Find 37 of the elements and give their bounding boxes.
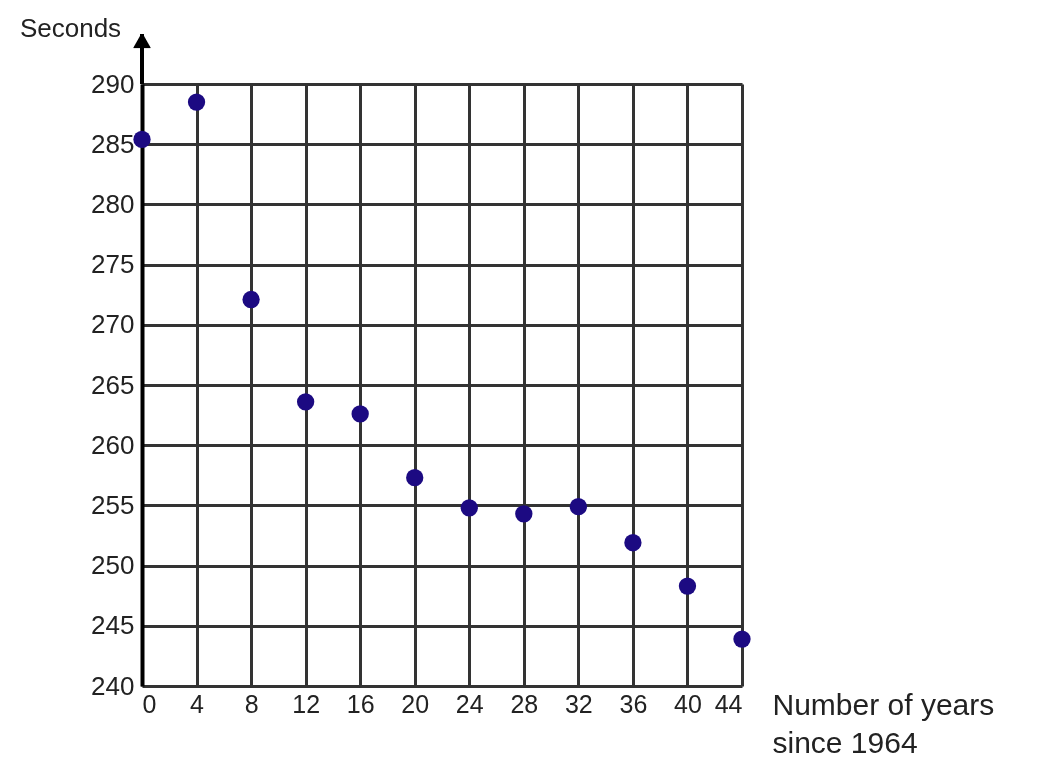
y-tick-label: 280 — [91, 188, 135, 219]
x-tick-label: 24 — [455, 689, 484, 718]
y-tick-label: 240 — [91, 670, 135, 701]
y-tick-label: 245 — [91, 610, 135, 641]
x-tick-label: 44 — [714, 689, 743, 718]
y-axis-title: Seconds — [19, 12, 122, 43]
x-axis-title: Number of years since 1964 — [772, 687, 995, 759]
point — [351, 405, 369, 423]
y-tick-label: 290 — [91, 68, 135, 99]
y-tick-label: 250 — [91, 550, 135, 581]
point — [569, 497, 588, 516]
x-tick-label: 28 — [510, 689, 539, 718]
y-tick-label: 285 — [91, 128, 135, 159]
x-tick-label: 16 — [346, 689, 375, 718]
point — [460, 499, 478, 517]
y-tick-label: 260 — [91, 429, 135, 460]
y-tick-label: 270 — [91, 309, 135, 340]
x-tick-label: 4 — [190, 689, 205, 718]
x-tick-label: 0 — [142, 689, 157, 718]
point — [624, 534, 642, 552]
y-tick-label: 275 — [91, 249, 135, 280]
x-tick-label: 40 — [674, 689, 702, 718]
point — [296, 393, 315, 411]
x-tick-label: 36 — [619, 689, 648, 718]
x-tick-label: 12 — [292, 689, 321, 718]
x-tick-label: 32 — [564, 689, 593, 718]
x-tick-label: 20 — [401, 689, 430, 718]
x-tick-label: 8 — [244, 689, 259, 718]
point — [733, 630, 751, 648]
point — [133, 130, 151, 149]
point — [515, 505, 533, 523]
point — [187, 93, 206, 111]
y-tick-label: 255 — [91, 489, 135, 520]
point — [678, 577, 697, 595]
point — [242, 290, 260, 309]
y-tick-label: 265 — [91, 369, 135, 400]
point — [406, 469, 424, 487]
